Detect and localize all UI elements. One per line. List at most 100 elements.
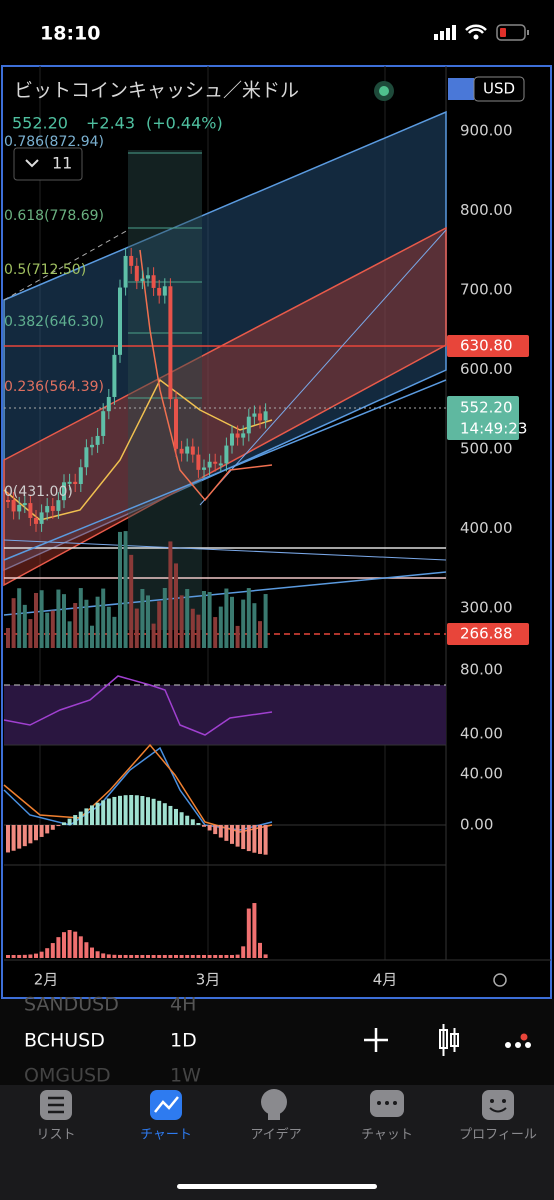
bar — [118, 954, 122, 958]
bar — [134, 954, 139, 958]
bar — [28, 954, 33, 958]
tag-low: 266.88 — [460, 625, 513, 643]
bar — [78, 936, 83, 958]
volume-bar — [207, 592, 212, 648]
bar — [224, 955, 229, 958]
volume-bar — [202, 590, 206, 648]
macd-bar — [45, 825, 50, 834]
tab-icon[interactable] — [482, 1090, 514, 1120]
macd-bar — [39, 825, 44, 837]
price-tick: 600.00 — [460, 360, 513, 378]
candle — [263, 411, 268, 421]
fib-label: 0.618(778.69) — [4, 208, 104, 224]
fib-label: 0.786(872.94) — [4, 134, 104, 150]
macd-bar — [78, 811, 83, 825]
rsi-tick: 40.00 — [460, 725, 503, 743]
candle — [101, 411, 106, 436]
status-time: 18:10 — [40, 23, 100, 45]
macd-bar — [241, 825, 246, 850]
candle — [129, 255, 134, 266]
bar — [6, 954, 10, 958]
macd-bar — [95, 802, 100, 825]
macd-bar — [123, 795, 128, 825]
macd-bar — [56, 825, 61, 827]
candle — [185, 446, 190, 454]
volume-bar — [241, 599, 246, 648]
tab-icon[interactable] — [261, 1089, 287, 1115]
volume-bar — [252, 603, 257, 648]
volume-bar — [28, 619, 33, 648]
bar — [106, 954, 111, 958]
candle — [45, 506, 50, 513]
tab-label[interactable]: アイデア — [250, 1127, 301, 1143]
candle — [230, 433, 234, 446]
tab-label[interactable]: プロフィール — [459, 1128, 537, 1143]
macd-bar — [168, 805, 173, 825]
tab-label[interactable]: チャート — [140, 1128, 192, 1143]
macd-bar — [112, 796, 117, 825]
macd-bar — [218, 825, 223, 838]
macd-bar — [151, 798, 156, 825]
macd-bar — [224, 825, 229, 841]
volume-bar — [62, 594, 66, 648]
volume-bar — [17, 588, 22, 648]
bar — [112, 954, 117, 958]
volume-bar — [174, 563, 178, 648]
tab-label[interactable]: チャット — [361, 1128, 413, 1143]
tab-label[interactable]: リスト — [36, 1128, 75, 1143]
symbol[interactable]: SANDUSD — [24, 994, 119, 1016]
macd-bar — [6, 825, 10, 853]
currency-button[interactable] — [473, 76, 525, 102]
candle — [123, 255, 128, 288]
bar — [213, 955, 218, 958]
candle — [224, 445, 229, 464]
interval: 1D — [170, 1030, 197, 1052]
home-indicator — [177, 1184, 377, 1189]
symbol[interactable]: OMGUSD — [24, 1065, 111, 1087]
macd-tick: 40.00 — [460, 765, 503, 783]
candle — [252, 413, 257, 417]
candle — [207, 461, 212, 468]
bar — [258, 942, 262, 958]
candle — [67, 481, 72, 484]
bar — [67, 930, 72, 958]
bar — [162, 955, 167, 958]
bar — [95, 951, 100, 958]
candle — [22, 503, 27, 506]
macd-bar — [101, 800, 106, 825]
macd-bar — [17, 825, 22, 849]
fib-label: 0.382(646.30) — [4, 314, 104, 330]
bar — [56, 937, 61, 958]
candle — [34, 517, 38, 524]
candle — [168, 286, 173, 400]
chart-frame[interactable] — [1, 65, 552, 999]
volume-bar — [224, 588, 229, 648]
price-tick: 300.00 — [460, 599, 513, 617]
macd-bar — [90, 805, 94, 825]
bar — [230, 954, 234, 958]
bar — [252, 903, 257, 958]
macd-bar — [11, 825, 16, 851]
macd-bar — [258, 825, 262, 854]
candle — [162, 286, 167, 296]
time-tick: 4月 — [373, 971, 398, 989]
volume-bar — [263, 594, 268, 648]
volume-bar — [118, 531, 122, 648]
more-button[interactable] — [505, 1033, 531, 1049]
interval: 4H — [170, 994, 196, 1016]
symbol[interactable]: BCHUSD — [24, 1030, 105, 1052]
macd-bar — [134, 795, 139, 825]
volume-bar — [56, 589, 61, 648]
chart-type-button[interactable] — [439, 1024, 459, 1056]
price-tick: 900.00 — [460, 122, 513, 140]
bar — [45, 948, 50, 958]
indicator-toggle[interactable] — [13, 147, 83, 181]
volume-bar — [213, 617, 218, 648]
macd-bar — [146, 797, 150, 825]
candle — [258, 413, 262, 421]
bar — [17, 954, 22, 958]
bar — [202, 955, 206, 958]
bar — [263, 954, 268, 958]
add-button[interactable] — [364, 1028, 388, 1052]
